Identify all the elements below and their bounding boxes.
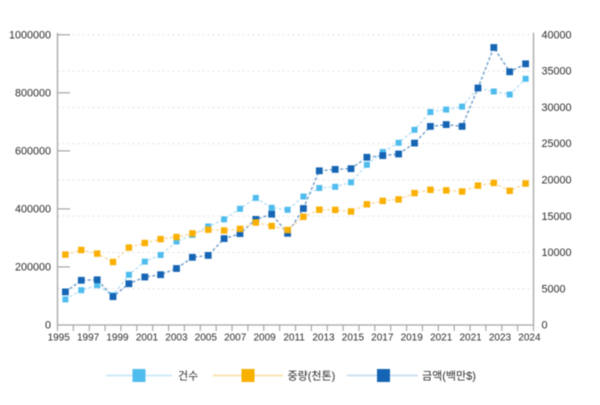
svg-text:금액(백만$): 금액(백만$) xyxy=(422,370,476,383)
svg-text:2024: 2024 xyxy=(518,333,541,344)
svg-text:0: 0 xyxy=(542,320,548,332)
svg-text:30000: 30000 xyxy=(542,102,572,114)
svg-text:2005: 2005 xyxy=(195,333,218,344)
svg-text:15000: 15000 xyxy=(542,211,572,223)
svg-text:2021: 2021 xyxy=(430,333,453,344)
svg-text:2001: 2001 xyxy=(136,333,159,344)
svg-text:10000: 10000 xyxy=(542,247,572,259)
svg-text:2015: 2015 xyxy=(342,333,365,344)
svg-text:건수: 건수 xyxy=(178,370,198,383)
svg-text:5000: 5000 xyxy=(542,283,566,295)
svg-text:2019: 2019 xyxy=(401,333,424,344)
svg-text:400000: 400000 xyxy=(15,204,51,216)
svg-text:25000: 25000 xyxy=(542,138,572,150)
svg-text:800000: 800000 xyxy=(15,87,51,99)
svg-text:2009: 2009 xyxy=(253,333,276,344)
svg-text:중량(천톤): 중량(천톤) xyxy=(288,369,336,383)
svg-text:1995: 1995 xyxy=(48,333,71,344)
svg-text:2011: 2011 xyxy=(283,333,305,344)
svg-text:2007: 2007 xyxy=(224,333,247,344)
svg-text:2013: 2013 xyxy=(312,333,335,344)
svg-text:2003: 2003 xyxy=(165,333,188,344)
svg-text:2017: 2017 xyxy=(371,333,394,344)
svg-text:1000000: 1000000 xyxy=(9,29,51,41)
svg-text:0: 0 xyxy=(45,320,51,332)
svg-text:1999: 1999 xyxy=(106,333,129,344)
svg-text:2021: 2021 xyxy=(459,333,482,344)
svg-text:35000: 35000 xyxy=(542,66,572,78)
svg-text:40000: 40000 xyxy=(542,29,572,41)
svg-text:2023: 2023 xyxy=(489,333,512,344)
svg-text:1997: 1997 xyxy=(77,333,100,344)
svg-text:200000: 200000 xyxy=(15,262,51,274)
svg-text:600000: 600000 xyxy=(15,146,51,158)
svg-text:20000: 20000 xyxy=(542,175,572,187)
